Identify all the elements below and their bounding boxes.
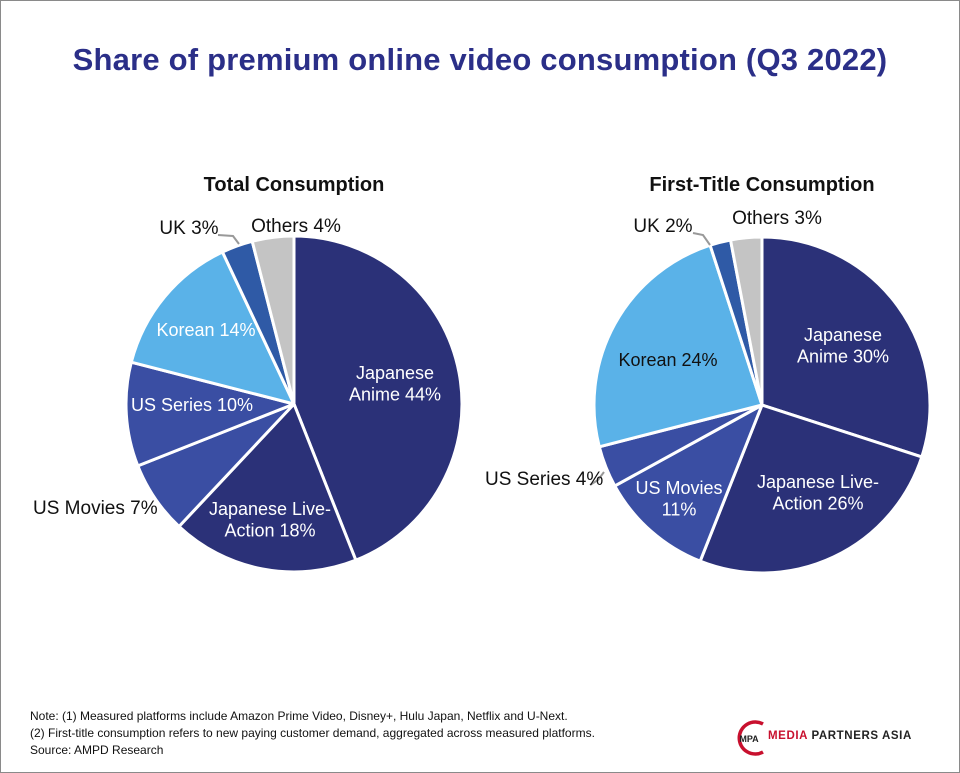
logo-mark-text: MPA	[739, 734, 759, 744]
slice-label: Japanese Anime 44%	[349, 363, 441, 405]
slice-label: Japanese Live-Action 18%	[209, 499, 331, 541]
logo-rest: PARTNERS ASIA	[811, 730, 912, 742]
logo-brand: MEDIA	[768, 730, 808, 742]
slice-label: Korean 14%	[156, 320, 255, 340]
leader-line	[217, 234, 240, 245]
chart-title: First-Title Consumption	[649, 174, 874, 196]
slice-label: Korean 24%	[618, 350, 717, 370]
mpa-logo-icon: MPA	[737, 720, 764, 756]
pie-slice-others	[729, 235, 764, 407]
pie-slice-us-series	[124, 360, 296, 468]
slice-label: UK 2%	[633, 216, 692, 237]
slice-label: Japanese Live-Action 26%	[757, 472, 879, 514]
slice-label: US Movies 11%	[635, 478, 722, 520]
pie-slice-japanese-anime	[292, 234, 464, 562]
pie-slice-others	[250, 234, 296, 406]
pie-slice-us-movies	[613, 403, 764, 563]
leader-line	[692, 232, 711, 246]
slice-label: US Movies 7%	[33, 498, 158, 519]
pie-chart-total: Total Consumption Japanese Anime 44% Japane…	[33, 174, 464, 574]
slice-label: Japanese Anime 30%	[797, 325, 889, 367]
slice-label: US Series 10%	[131, 395, 253, 415]
note-line-2: (2) First-title consumption refers to ne…	[30, 726, 595, 740]
note-line-1: Note: (1) Measured platforms include Ama…	[30, 709, 568, 723]
pie-chart-first-title: First-Title Consumption Japanese Anime 30%…	[485, 174, 932, 575]
source-line: Source: AMPD Research	[30, 743, 164, 757]
logo-text: MEDIA PARTNERS ASIA	[768, 730, 912, 742]
slice-label: US Series 4%	[485, 469, 603, 490]
chart-title: Total Consumption	[204, 174, 385, 196]
slice-label: Others 3%	[732, 208, 822, 229]
leader-line	[589, 471, 605, 486]
pie-slice-korean	[129, 250, 296, 406]
slice-label: UK 3%	[159, 218, 218, 239]
footnotes: Note: (1) Measured platforms include Ama…	[30, 708, 595, 759]
main-title: Share of premium online video consumptio…	[72, 42, 888, 77]
pie-slice-japanese-live-action	[698, 403, 924, 575]
pie-slice-japanese-live-action	[177, 402, 358, 574]
mpa-logo: MPA MEDIA PARTNERS ASIA	[733, 718, 943, 758]
slice-label: Others 4%	[251, 216, 341, 237]
pie-slice-korean	[592, 243, 764, 449]
pie-slice-japanese-anime	[760, 235, 932, 459]
